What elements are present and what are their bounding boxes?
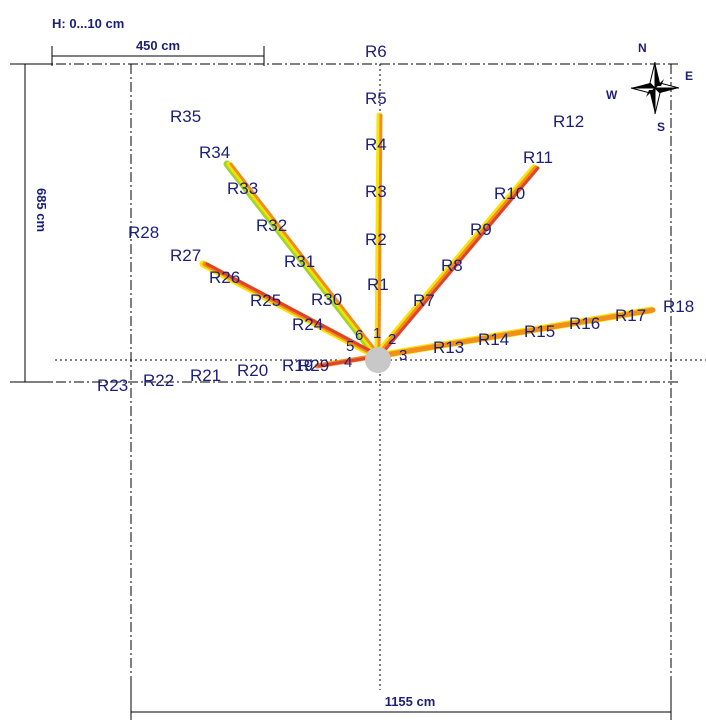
ray-line <box>376 307 656 359</box>
ray-label: R12 <box>553 112 584 131</box>
compass-west: W <box>606 88 618 102</box>
ray-line <box>378 166 540 358</box>
point-label: 4 <box>344 354 352 371</box>
ray-label: R4 <box>365 135 387 154</box>
bottom-dimension: 1155 cm <box>130 682 672 720</box>
ray-label: R26 <box>209 268 240 287</box>
ray-line <box>226 161 381 359</box>
compass-south: S <box>657 120 665 134</box>
ray-label: R23 <box>97 376 128 395</box>
ray-bundle <box>199 260 382 360</box>
ray-label: R22 <box>143 371 174 390</box>
ray-label: R3 <box>365 182 387 201</box>
ray-label: R16 <box>569 314 600 333</box>
ray-label: R11 <box>523 148 553 167</box>
point-label: 6 <box>355 327 363 344</box>
ray-label: R21 <box>190 366 221 385</box>
ray-label: R10 <box>494 184 525 203</box>
ray-label: R9 <box>470 220 492 239</box>
ray-label: R32 <box>256 216 287 235</box>
sound-source <box>365 347 391 373</box>
point-label: 5 <box>346 338 354 355</box>
compass-rose: N E S W <box>606 41 693 134</box>
top-dimension-label: 450 cm <box>136 38 180 53</box>
bottom-dimension-label: 1155 cm <box>385 694 436 709</box>
point-label: 2 <box>388 331 396 348</box>
ray-label: R5 <box>365 89 387 108</box>
ray-label: R28 <box>128 223 159 242</box>
compass-icon <box>630 61 680 115</box>
ray-label: R18 <box>663 297 694 316</box>
left-dimension: 685 cm <box>10 63 52 383</box>
ray-label: R2 <box>365 230 387 249</box>
ray-label: R7 <box>413 291 435 310</box>
ray-label: R17 <box>615 306 646 325</box>
ray-line <box>205 262 382 358</box>
ray-label: R8 <box>441 256 463 275</box>
height-range-label: H: 0...10 cm <box>52 16 124 31</box>
ray-label: R19 <box>282 356 313 375</box>
left-dimension-label: 685 cm <box>34 188 49 232</box>
rays-layer <box>199 112 656 369</box>
point-label: 3 <box>399 347 407 364</box>
compass-east: E <box>685 69 693 83</box>
ray-line <box>375 165 539 359</box>
ray-label: R33 <box>227 179 258 198</box>
ray-label: R24 <box>292 315 323 334</box>
ray-line <box>377 113 383 358</box>
top-dimension: 450 cm <box>51 38 265 66</box>
ray-label: R27 <box>170 246 201 265</box>
ray-label: R34 <box>199 143 230 162</box>
ray-label: R6 <box>365 42 387 61</box>
point-labels: 1 2 3 4 5 6 <box>344 325 407 371</box>
ray-label: R20 <box>237 361 268 380</box>
ray-bundle <box>372 164 540 360</box>
ray-label: R30 <box>311 290 342 309</box>
ray-label: R25 <box>250 291 281 310</box>
ray-label: R13 <box>433 338 464 357</box>
ray-line <box>229 162 382 358</box>
ray-label: R14 <box>478 330 509 349</box>
ray-label: R31 <box>284 252 315 271</box>
compass-north: N <box>638 41 647 55</box>
ray-label: R1 <box>367 275 389 294</box>
ray-labels: R1 R2 R3 R4 R5 R6 R7 R8 R9 R10 R11 R12 R… <box>97 42 694 395</box>
ray-bundle <box>223 160 382 360</box>
ray-label: R29 <box>298 356 329 375</box>
ray-bundle <box>374 112 383 359</box>
ray-line <box>374 112 382 359</box>
ray-label: R35 <box>170 107 201 126</box>
ray-bundle <box>373 306 656 360</box>
point-label: 1 <box>373 325 381 342</box>
ray-label: R15 <box>524 322 555 341</box>
room-boundary <box>38 63 678 690</box>
